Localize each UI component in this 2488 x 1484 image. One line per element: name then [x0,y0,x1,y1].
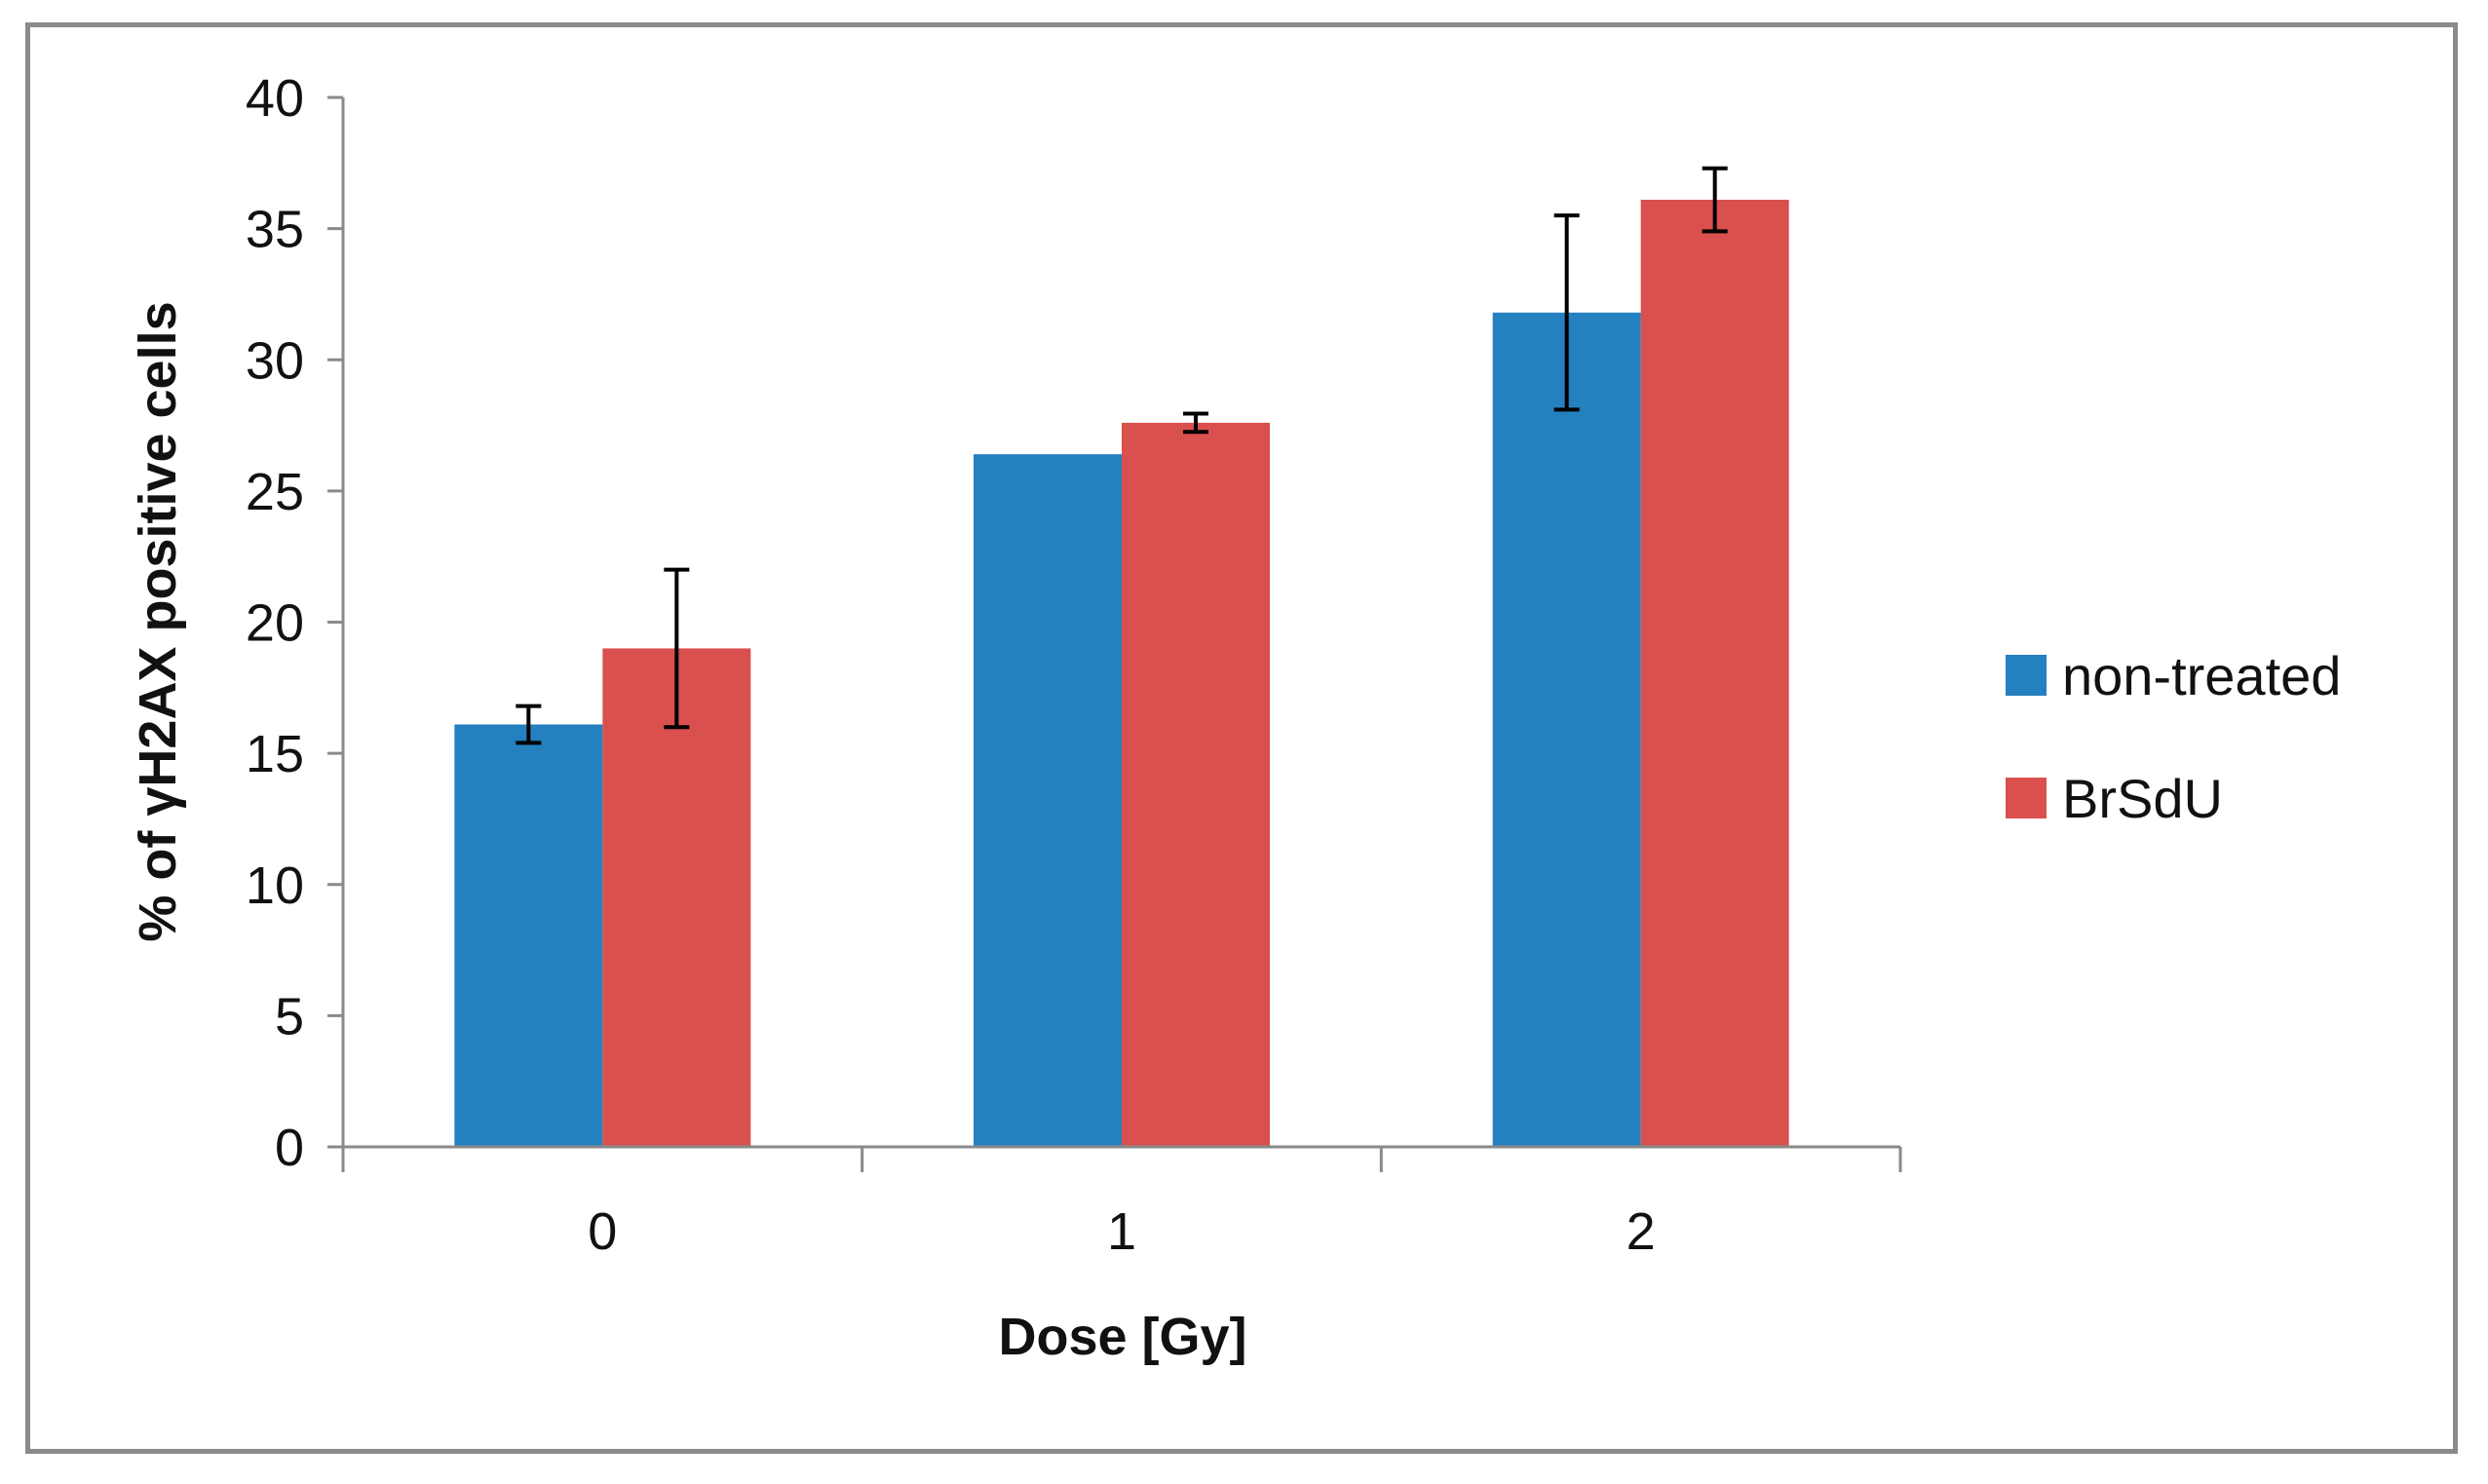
x-axis-tick-labels: 0 1 2 [588,1202,1655,1261]
error-bar [664,567,690,730]
legend-label: non-treated [2062,645,2341,706]
y-tick-label: 15 [246,725,304,783]
bar-non-treated-1 [974,454,1122,1147]
y-tick-label: 35 [246,201,304,259]
error-bar [516,704,542,745]
x-tick-label: 1 [1107,1202,1136,1261]
legend: non-treated BrSdU [2006,645,2341,829]
y-tick-label: 5 [275,987,304,1046]
legend-swatch [2006,778,2047,818]
legend-swatch [2006,655,2047,696]
y-axis-ticks [327,95,343,1149]
y-tick-label: 25 [246,463,304,521]
error-bar [1553,213,1580,412]
y-tick-label: 30 [246,331,304,390]
y-tick-label: 10 [246,856,304,915]
bar-non-treated-2 [1492,312,1641,1147]
error-bars [516,166,1728,745]
y-axis-title: % of γH2AX positive cells [129,301,187,941]
bar-brsdu-2 [1640,200,1789,1147]
x-tick-label: 2 [1627,1202,1656,1261]
x-tick-label: 0 [588,1202,617,1261]
y-tick-label: 20 [246,594,304,653]
bar-non-treated-0 [454,724,603,1147]
legend-item: non-treated [2006,645,2341,706]
x-axis-ticks [341,1147,1902,1172]
bars [454,200,1789,1147]
error-bar [1702,166,1728,234]
y-tick-label: 0 [275,1119,304,1177]
bar-brsdu-1 [1122,422,1270,1147]
legend-label: BrSdU [2062,768,2223,829]
error-bar [1183,411,1208,435]
legend-item: BrSdU [2006,768,2223,829]
y-axis-tick-labels: 0 5 10 15 20 25 30 35 40 [246,69,304,1177]
x-axis-title: Dose [Gy] [998,1308,1246,1366]
bar-brsdu-0 [602,648,751,1147]
y-tick-label: 40 [246,69,304,128]
